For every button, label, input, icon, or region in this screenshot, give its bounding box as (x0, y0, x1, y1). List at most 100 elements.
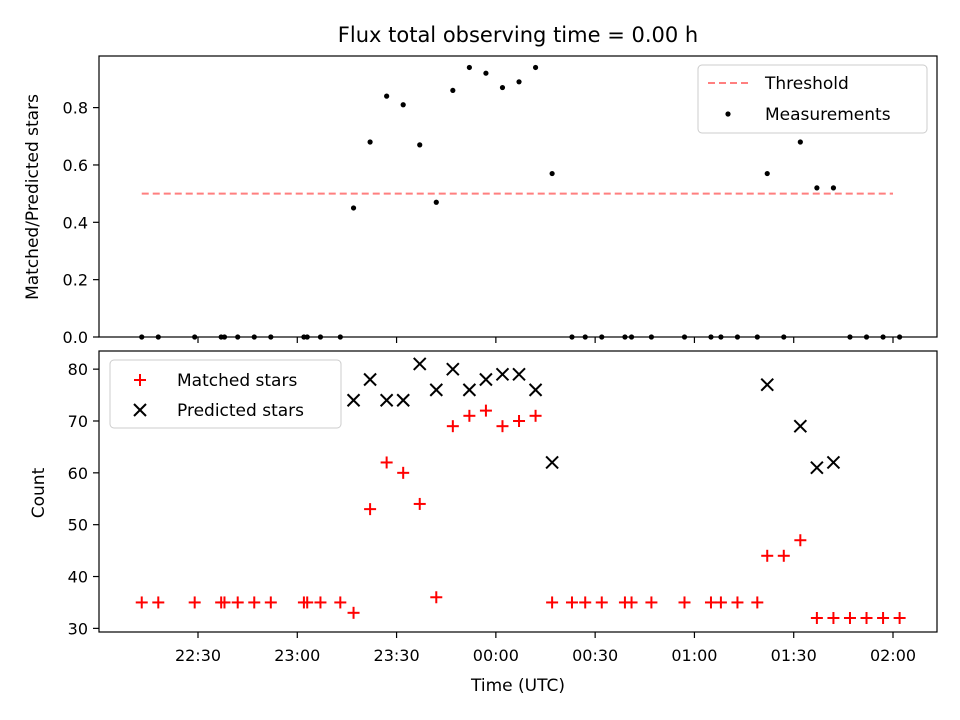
matched-star-marker (893, 612, 906, 625)
top-legend: Threshold Measurements (697, 64, 928, 134)
matched-star-marker (645, 596, 658, 609)
measurement-point (466, 64, 472, 71)
bottom-y-axis-label: Count (29, 467, 49, 518)
measurement-point (516, 79, 522, 85)
bottom-y-tick-label: 40 (68, 568, 88, 587)
bottom-y-tick-label: 60 (68, 464, 88, 483)
predicted-star-marker (479, 372, 493, 387)
predicted-star-d2 (495, 367, 510, 382)
matched-star-marker (380, 456, 393, 469)
matched-star-marker (446, 420, 459, 433)
predicted-star-marker (413, 357, 427, 371)
predicted-star-d2 (760, 377, 774, 392)
predicted-star-d2 (793, 419, 808, 433)
measurement-point (830, 185, 837, 191)
predicted-star-d2 (363, 372, 377, 387)
predicted-star-marker (810, 460, 824, 475)
bottom-ticks: 30 40 50 60 70 80 22:30 23:00 23:30 00:00 00:30 01:… (68, 360, 916, 665)
predicted-star-d2 (413, 357, 427, 371)
top-panel: Flux total observing time = 0.00 h Match… (23, 23, 938, 347)
matched-star-marker (479, 404, 492, 417)
predicted-star-marker (826, 455, 841, 470)
matched-star-marker (248, 596, 261, 609)
top-y-tick-label: 0.0 (63, 328, 88, 347)
measurement-point (450, 87, 456, 94)
predicted-star-marker (545, 455, 559, 470)
measurement-point (417, 142, 423, 148)
top-y-tick-label: 0.6 (63, 156, 88, 175)
matched-star-marker (579, 596, 592, 609)
measurement-point (814, 185, 820, 191)
matched-star-marker (625, 596, 638, 609)
predicted-star-marker (446, 362, 460, 376)
top-y-tick-label: 0.4 (63, 213, 88, 232)
predicted-star-d2 (346, 393, 361, 407)
measurements-legend-swatch (725, 111, 731, 117)
measurement-point (764, 170, 770, 177)
matched-star-marker (513, 414, 526, 427)
matched-star-marker (794, 534, 807, 547)
matched-legend-swatch (134, 374, 146, 386)
matched-star-marker (231, 596, 244, 609)
x-tick-label: 23:30 (374, 646, 420, 665)
matched-star-marker (546, 596, 559, 609)
top-chart-title: Flux total observing time = 0.00 h (338, 23, 698, 47)
predicted-star-d2 (512, 367, 526, 382)
matched-star-marker (218, 596, 231, 609)
predicted-legend-label: Predicted stars (177, 401, 304, 421)
matched-star-marker (731, 596, 744, 609)
matched-star-marker (714, 596, 727, 609)
matched-star-marker (188, 596, 201, 609)
matched-star-marker (463, 409, 476, 422)
matched-star-marker (678, 596, 691, 609)
predicted-star-d2 (545, 455, 559, 470)
bottom-y-tick-label: 80 (68, 360, 88, 379)
bottom-legend-box (109, 359, 342, 429)
top-ticks: 0.0 0.2 0.4 0.6 0.8 (63, 99, 894, 347)
matched-star-marker (364, 503, 377, 516)
predicted-star-marker (495, 367, 510, 382)
predicted-star-marker (760, 377, 774, 392)
matched-star-marker (264, 596, 277, 609)
x-tick-label: 00:00 (473, 646, 519, 665)
matched-star-marker (334, 596, 347, 609)
predicted-star-d2 (810, 460, 824, 475)
predicted-star-marker (462, 383, 477, 397)
top-y-axis-label: Matched/Predicted stars (23, 94, 43, 300)
matched-star-marker (413, 497, 426, 510)
measurements-legend-label: Measurements (765, 105, 891, 125)
x-tick-label: 01:30 (771, 646, 817, 665)
bottom-plot-frame (98, 350, 938, 633)
predicted-star-d2 (528, 383, 543, 397)
predicted-star-marker (429, 383, 443, 397)
matched-star-marker (843, 612, 856, 625)
predicted-star-d2 (396, 393, 410, 407)
measurement-point (549, 170, 555, 177)
predicted-star-marker (363, 372, 377, 387)
bottom-panel: Count Time (UTC) 30 40 50 60 70 80 22:30 23:00 2… (29, 350, 938, 696)
matched-star-marker (565, 596, 578, 609)
matched-star-marker (529, 409, 542, 422)
measurement-point (483, 70, 489, 76)
bottom-y-tick-label: 30 (68, 619, 88, 638)
bottom-y-tick-label: 70 (68, 412, 88, 431)
matched-star-marker (827, 612, 840, 625)
predicted-legend-swatch (133, 403, 147, 417)
predicted-star-d2 (479, 372, 493, 387)
bottom-legend: Matched stars Predicted stars (109, 359, 342, 429)
matched-star-marker (135, 596, 148, 609)
matched-star-marker (301, 596, 314, 609)
predicted-star-marker (346, 393, 361, 407)
predicted-star-marker (528, 383, 543, 397)
matched-star-marker (810, 612, 823, 625)
matched-star-marker (860, 612, 873, 625)
top-plot-frame (98, 55, 938, 338)
bottom-y-tick-label: 50 (68, 516, 88, 535)
matched-star-marker (347, 606, 360, 619)
predicted-star-d2 (446, 362, 460, 376)
measurement-point (532, 64, 539, 71)
x-tick-label: 02:00 (870, 646, 916, 665)
predicted-star-d2 (826, 455, 841, 470)
measurement-point (350, 205, 357, 211)
